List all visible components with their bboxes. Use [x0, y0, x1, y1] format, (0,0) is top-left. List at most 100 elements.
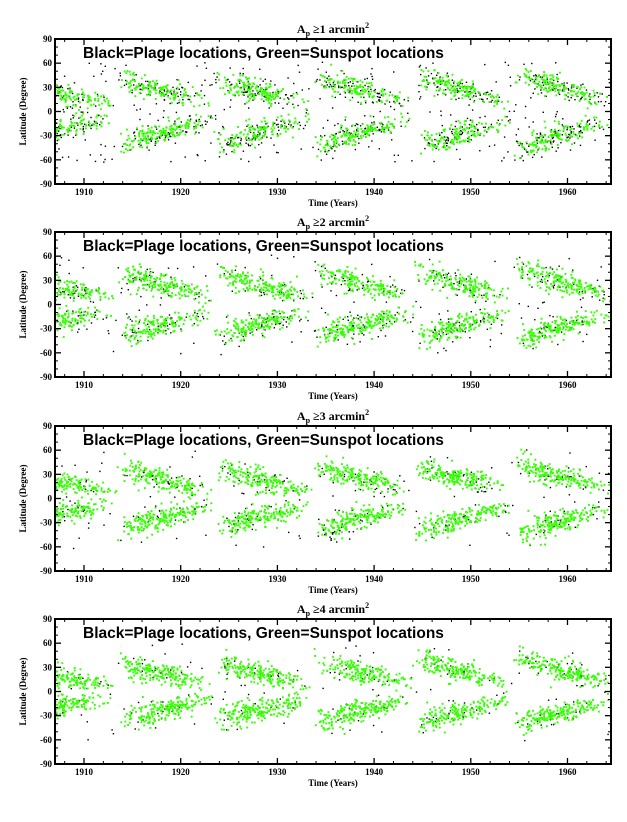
sunspot-point — [296, 291, 298, 293]
plage-point — [329, 86, 330, 87]
sunspot-point — [559, 72, 561, 74]
sunspot-point — [586, 127, 588, 129]
sunspot-point — [245, 335, 247, 337]
sunspot-point — [545, 283, 547, 285]
sunspot-point — [331, 272, 333, 274]
plage-point — [147, 324, 148, 325]
sunspot-point — [269, 83, 271, 85]
sunspot-point — [165, 130, 167, 132]
sunspot-point — [579, 100, 581, 102]
sunspot-point — [453, 81, 455, 83]
sunspot-point — [498, 296, 500, 298]
sunspot-point — [64, 326, 66, 328]
plage-point — [357, 124, 358, 125]
plage-point — [181, 121, 182, 122]
sunspot-point — [606, 96, 608, 98]
plage-point — [335, 275, 336, 276]
sunspot-point — [392, 94, 394, 96]
sunspot-point — [328, 277, 330, 279]
sunspot-point — [439, 79, 441, 81]
sunspot-point — [519, 142, 521, 144]
sunspot-point — [147, 135, 149, 137]
plage-point — [533, 75, 534, 76]
sunspot-point — [379, 122, 381, 124]
plage-point — [61, 137, 62, 138]
plage-point — [600, 101, 601, 102]
sunspot-point — [450, 284, 452, 286]
sunspot-point — [177, 87, 179, 89]
sunspot-point — [372, 129, 374, 131]
sunspot-point — [367, 279, 369, 281]
sunspot-point — [376, 101, 378, 103]
sunspot-point — [241, 322, 243, 324]
plage-point — [361, 317, 362, 318]
sunspot-point — [436, 133, 438, 135]
plage-point — [570, 149, 571, 150]
plage-point — [465, 331, 466, 332]
plage-point — [100, 63, 101, 64]
sunspot-point — [427, 132, 429, 134]
sunspot-point — [534, 145, 536, 147]
plage-point — [360, 125, 361, 126]
sunspot-point — [536, 79, 538, 81]
plage-point — [86, 329, 87, 330]
plage-point — [480, 309, 481, 310]
plage-point — [355, 149, 356, 150]
plage-point — [126, 283, 127, 284]
sunspot-point — [73, 290, 75, 292]
sunspot-point — [153, 315, 155, 317]
sunspot-point — [586, 129, 588, 131]
sunspot-point — [159, 135, 161, 137]
plage-point — [551, 82, 552, 83]
sunspot-point — [360, 137, 362, 139]
sunspot-point — [108, 100, 110, 102]
sunspot-point — [514, 155, 516, 157]
plage-point — [467, 141, 468, 142]
sunspot-point — [356, 285, 358, 287]
sunspot-point — [471, 85, 473, 87]
sunspot-point — [224, 330, 226, 332]
sunspot-point — [153, 320, 155, 322]
plage-point — [515, 104, 516, 105]
sunspot-point — [358, 333, 360, 335]
sunspot-point — [81, 289, 83, 291]
sunspot-point — [477, 134, 479, 136]
sunspot-point — [244, 330, 246, 332]
sunspot-point — [227, 285, 229, 287]
sunspot-point — [567, 126, 569, 128]
sunspot-point — [429, 335, 431, 337]
sunspot-point — [325, 144, 327, 146]
sunspot-point — [336, 146, 338, 148]
y-tick-label: -60 — [40, 155, 52, 165]
sunspot-point — [442, 137, 444, 139]
sunspot-point — [445, 330, 447, 332]
plage-point — [516, 134, 517, 135]
sunspot-point — [250, 126, 252, 128]
sunspot-point — [432, 145, 434, 147]
plage-point — [557, 81, 558, 82]
sunspot-point — [242, 271, 244, 273]
sunspot-point — [349, 325, 351, 327]
plage-point — [102, 71, 103, 72]
sunspot-point — [347, 266, 349, 268]
sunspot-point — [134, 325, 136, 327]
sunspot-point — [431, 144, 433, 146]
sunspot-point — [219, 87, 221, 89]
sunspot-point — [302, 99, 304, 101]
sunspot-point — [265, 287, 267, 289]
sunspot-point — [323, 147, 325, 149]
plage-point — [298, 65, 299, 66]
plage-point — [224, 336, 225, 337]
sunspot-point — [73, 297, 75, 299]
sunspot-point — [350, 315, 352, 317]
plage-point — [571, 97, 572, 98]
sunspot-point — [122, 278, 124, 280]
sunspot-point — [269, 326, 271, 328]
plage-point — [243, 92, 244, 93]
plage-point — [485, 301, 486, 302]
plage-point — [274, 84, 275, 85]
sunspot-point — [438, 330, 440, 332]
plage-point — [291, 95, 292, 96]
sunspot-point — [76, 322, 78, 324]
